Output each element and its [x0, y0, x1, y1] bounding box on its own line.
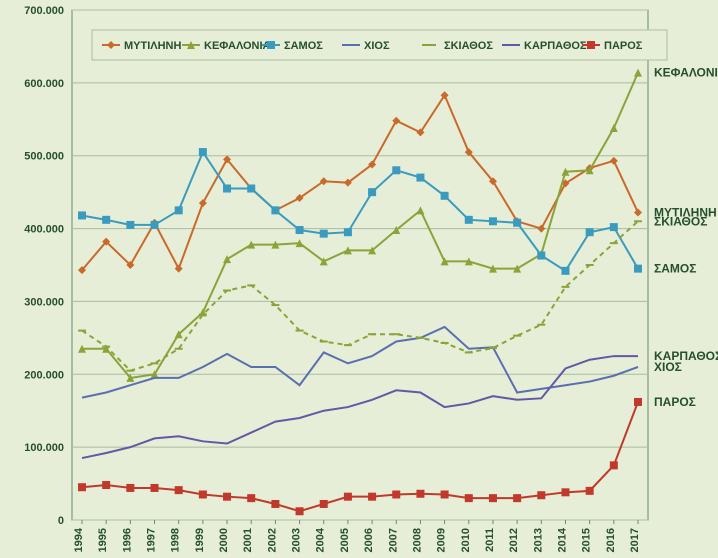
chart-container: 0 100.000 200.000 300.000 400.000 500.000 600.…	[0, 0, 718, 558]
x-tick-label: 2003	[291, 528, 303, 552]
legend-item: ΧΙΟΣ	[364, 40, 390, 52]
x-tick-label: 2010	[460, 528, 472, 552]
x-tick-label: 1997	[146, 528, 158, 552]
x-tick-label: 2007	[387, 528, 399, 552]
legend-item: ΚΑΡΠΑΘΟΣ	[524, 40, 587, 52]
legend-item: ΣΚΙΑΘΟΣ	[444, 40, 493, 52]
y-tick-label: 700.000	[24, 5, 64, 17]
x-tick-label: 2006	[363, 528, 375, 552]
x-tick-label: 2016	[605, 528, 617, 552]
x-tick-label: 2011	[484, 528, 496, 552]
y-tick-label: 600.000	[24, 78, 64, 90]
x-tick-label: 2012	[508, 528, 520, 552]
legend-item: ΠΑΡΟΣ	[604, 40, 643, 52]
x-tick-label: 2005	[339, 528, 351, 552]
y-tick-label: 500.000	[24, 151, 64, 163]
series-end-label: ΚΕΦΑΛΟΝΙΑ	[654, 66, 718, 80]
x-tick-label: 2017	[629, 528, 641, 552]
y-tick-label: 100.000	[24, 442, 64, 454]
x-tick-label: 2004	[315, 527, 327, 552]
series-end-label: ΠΑΡΟΣ	[654, 395, 696, 409]
x-tick-label: 1995	[97, 528, 109, 552]
x-tick-label: 2009	[436, 528, 448, 552]
y-tick-label: 200.000	[24, 369, 64, 381]
series-end-label: ΚΑΡΠΑΘΟΣ	[654, 349, 718, 363]
y-tick-label: 0	[58, 515, 64, 527]
series-end-label: ΣΚΙΑΘΟΣ	[654, 214, 707, 228]
legend-item: ΣΑΜΟΣ	[284, 40, 323, 52]
x-tick-label: 1994	[73, 527, 85, 552]
x-tick-label: 1998	[170, 528, 182, 552]
x-tick-label: 2000	[218, 528, 230, 552]
legend-item: ΚΕΦΑΛΟΝΙΑ	[204, 40, 271, 52]
x-tick-label: 2002	[266, 528, 278, 552]
x-tick-label: 1999	[194, 528, 206, 552]
x-tick-label: 2008	[411, 528, 423, 552]
x-tick-label: 2014	[556, 527, 568, 552]
legend-item: ΜΥΤΙΛΗΝΗ	[124, 40, 182, 52]
x-tick-label: 2001	[242, 528, 254, 552]
series-end-label: ΣΑΜΟΣ	[654, 262, 696, 276]
y-tick-label: 400.000	[24, 224, 64, 236]
x-tick-label: 2013	[532, 528, 544, 552]
y-tick-label: 300.000	[24, 296, 64, 308]
x-tick-label: 2015	[581, 528, 593, 552]
x-tick-label: 1996	[121, 528, 133, 552]
